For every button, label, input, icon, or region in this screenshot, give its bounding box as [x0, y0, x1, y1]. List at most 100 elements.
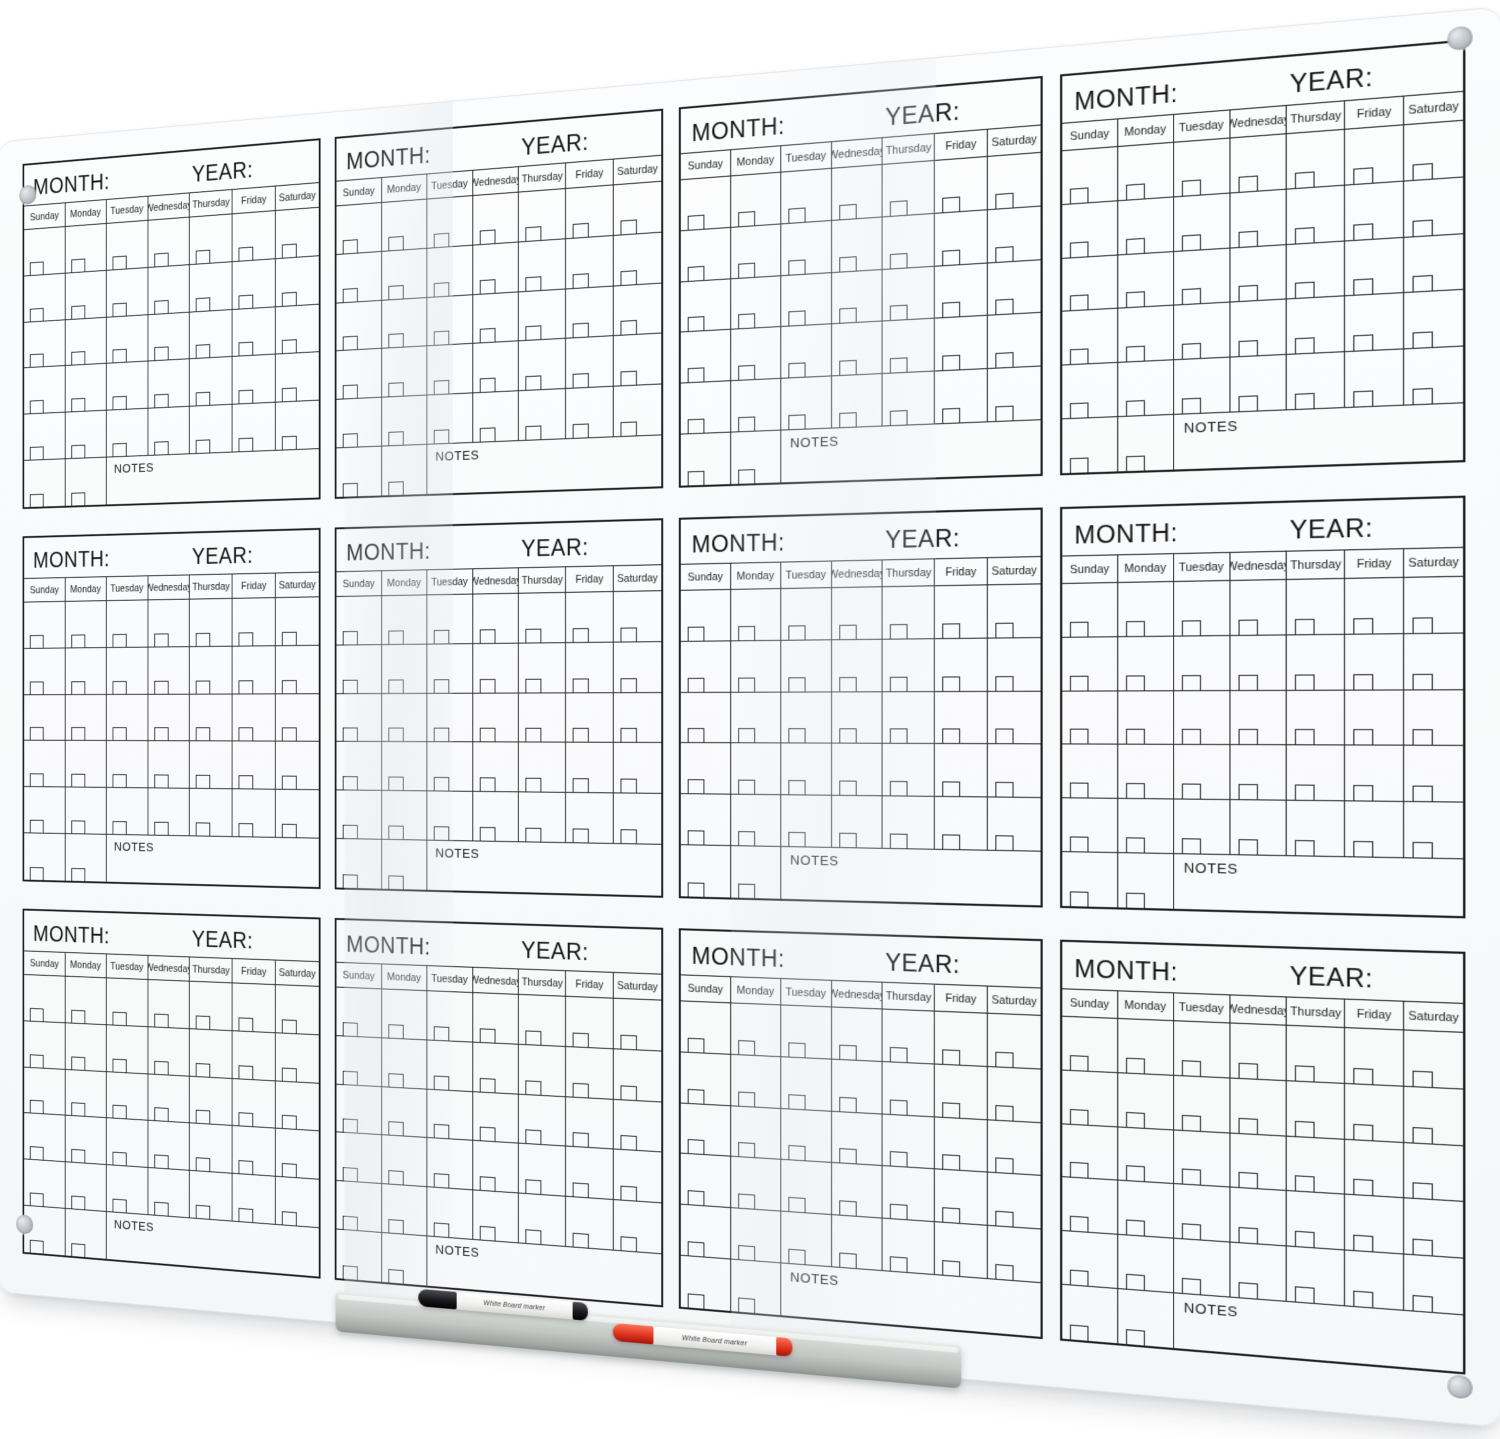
week-grid: NOTES: [1062, 576, 1464, 917]
date-cell: [779, 376, 831, 431]
date-number-box: [479, 278, 496, 294]
date-number-box: [1125, 455, 1145, 472]
date-number-box: [238, 1160, 254, 1175]
date-number-box: [71, 258, 86, 273]
date-number-box: [942, 623, 961, 638]
date-cell: [680, 1103, 731, 1158]
date-cell: [779, 588, 831, 641]
date-number-box: [1069, 457, 1089, 473]
date-number-box: [737, 416, 755, 432]
date-cell: [1286, 690, 1345, 747]
month-label: MONTH:: [691, 942, 786, 973]
date-cell: [565, 642, 613, 694]
date-number-box: [388, 1170, 404, 1185]
week-grid: NOTES: [680, 584, 1041, 906]
date-number-box: [342, 874, 358, 889]
date-number-box: [995, 1051, 1014, 1068]
date-cell: [471, 1091, 519, 1145]
date-cell: [779, 743, 831, 797]
date-number-box: [196, 1204, 211, 1220]
date-number-box: [942, 834, 961, 850]
date-cell: [518, 1144, 566, 1198]
date-cell: [1116, 1018, 1173, 1076]
date-number-box: [1069, 675, 1089, 691]
date-number-box: [788, 259, 806, 275]
month-label: MONTH:: [33, 546, 110, 573]
date-number-box: [890, 1099, 908, 1115]
date-number-box: [788, 728, 806, 743]
date-cell: [426, 742, 472, 793]
date-number-box: [342, 630, 358, 645]
date-cell: [105, 1118, 148, 1169]
date-number-box: [525, 1129, 542, 1145]
date-number-box: [1353, 841, 1374, 857]
date-number-box: [620, 778, 638, 793]
date-number-box: [737, 677, 755, 692]
date-number-box: [1181, 343, 1201, 360]
date-number-box: [1353, 1235, 1374, 1252]
date-cell: [830, 164, 882, 221]
date-cell: [381, 693, 427, 743]
date-cell: [1344, 801, 1404, 859]
date-cell: [1116, 853, 1173, 909]
date-cell: [1228, 355, 1287, 413]
date-number-box: [890, 252, 908, 269]
day-header: Thursday: [881, 559, 935, 587]
month-label: MONTH:: [346, 538, 431, 566]
mounting-screw-bottom-right: [1447, 1374, 1473, 1400]
date-number-box: [388, 776, 404, 791]
day-header: Tuesday: [779, 142, 831, 172]
date-number-box: [433, 429, 450, 444]
date-cell: [24, 273, 65, 323]
day-header: Tuesday: [105, 576, 148, 601]
date-number-box: [687, 418, 705, 434]
date-number-box: [196, 775, 211, 789]
date-number-box: [1412, 275, 1434, 293]
date-number-box: [737, 313, 755, 329]
date-number-box: [687, 830, 705, 845]
date-cell: [64, 976, 106, 1026]
date-number-box: [238, 342, 254, 357]
date-number-box: [1295, 337, 1316, 354]
date-cell: [881, 1009, 935, 1065]
year-label: YEAR:: [885, 524, 961, 554]
date-cell: [518, 1094, 566, 1147]
date-cell: [1062, 744, 1117, 800]
date-cell: [471, 1190, 519, 1244]
date-cell: [336, 300, 382, 352]
date-cell: [1172, 138, 1229, 198]
date-cell: [830, 1111, 882, 1167]
date-number-box: [433, 1222, 450, 1238]
date-cell: [1062, 637, 1117, 692]
day-header: Friday: [934, 984, 987, 1013]
day-header: Sunday: [1070, 127, 1110, 143]
date-cell: [1172, 193, 1229, 252]
date-cell: [730, 1208, 780, 1264]
date-cell: [881, 639, 935, 692]
day-header: Saturday: [612, 565, 662, 592]
date-cell: [105, 741, 148, 789]
date-number-box: [1412, 1070, 1434, 1087]
date-cell: [336, 1084, 382, 1136]
date-number-box: [282, 727, 297, 742]
date-cell: [24, 227, 65, 277]
date-number-box: [525, 1229, 542, 1245]
date-number-box: [788, 310, 806, 327]
date-cell: [1228, 1078, 1287, 1137]
date-number-box: [1069, 836, 1089, 852]
date-number-box: [342, 727, 358, 742]
date-number-box: [1295, 674, 1316, 690]
date-number-box: [433, 1124, 450, 1139]
date-cell: [1286, 634, 1345, 691]
date-cell: [934, 691, 987, 745]
date-number-box: [282, 775, 297, 790]
date-cell: [518, 1044, 566, 1097]
date-cell: [189, 1076, 232, 1127]
date-cell: [730, 327, 780, 382]
date-number-box: [1353, 673, 1374, 690]
date-number-box: [687, 214, 705, 230]
date-cell: [24, 1021, 65, 1070]
date-cell: [1344, 349, 1404, 409]
date-cell: [275, 597, 319, 647]
